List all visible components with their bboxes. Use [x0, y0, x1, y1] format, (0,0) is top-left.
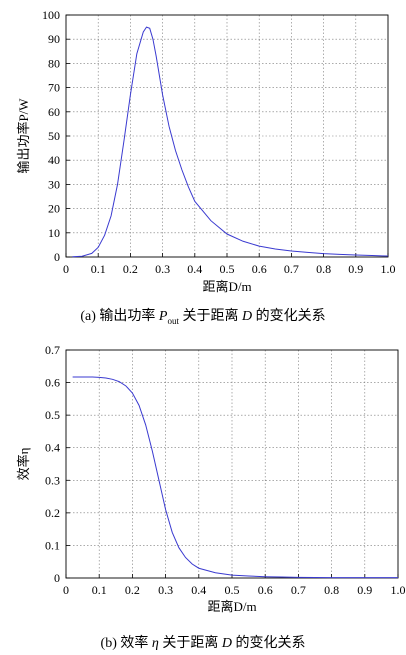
chart-b-xtick-label: 0.2 [125, 583, 140, 597]
chart-b-xtick-label: 0.5 [225, 583, 240, 597]
chart-a-xtick-label: 1.0 [381, 262, 396, 276]
chart-a-xtick-label: 0.5 [220, 262, 235, 276]
chart-a-xtick-label: 0.6 [252, 262, 267, 276]
power-vs-distance-chart: 0 0.1 0.2 0.3 0.4 0.5 0.6 0.7 0.8 0.9 1.0 0 10 20 30 40… [16, 8, 396, 294]
chart-a-series-line [72, 26, 389, 258]
chart-a-ytick-label: 40 [48, 153, 60, 167]
chart-a-xtick-label: 0.3 [155, 262, 170, 276]
chart-a-ytick-label: 10 [48, 226, 60, 240]
chart-b-xtick-label: 0.8 [324, 583, 339, 597]
chart-b-ytick-label: 0.5 [45, 408, 60, 422]
chart-b-ytick-label: 0 [54, 571, 60, 585]
chart-a-xtick-label: 0.7 [284, 262, 299, 276]
chart-a-xlabel: 距离D/m [202, 279, 251, 294]
chart-b-xtick-label: 0.9 [357, 583, 372, 597]
chart-a-xtick-label: 0.9 [348, 262, 363, 276]
chart-b-ytick-label: 0.2 [45, 506, 60, 520]
chart-a-ytick-label: 60 [48, 105, 60, 119]
chart-a-ytick-label: 80 [48, 56, 60, 70]
chart-b-xtick-label: 0.6 [258, 583, 273, 597]
efficiency-vs-distance-chart: 0 0.1 0.2 0.3 0.4 0.5 0.6 0.7 0.8 0.9 1.0 0 0.1 0.2 0.… [16, 343, 406, 614]
chart-b-ytick-label: 0.7 [45, 343, 60, 357]
chart-a-xtick-label: 0.8 [316, 262, 331, 276]
chart-b-ytick-label: 0.6 [45, 376, 60, 390]
chart-b-xtick-label: 0.7 [291, 583, 306, 597]
chart-b-ytick-label: 0.3 [45, 473, 60, 487]
chart-b-ytick-label: 0.4 [45, 441, 60, 455]
chart-a-ytick-label: 100 [42, 8, 60, 22]
chart-b-caption: (b) 效率 η 关于距离 D 的变化关系 [100, 636, 306, 651]
chart-a-xtick-label: 0.2 [123, 262, 138, 276]
chart-b-xtick-label: 0.1 [92, 583, 107, 597]
chart-a-xtick-label: 0 [63, 262, 69, 276]
chart-b-ylabel: 效率η [16, 447, 31, 480]
chart-a-ytick-label: 0 [54, 250, 60, 264]
chart-a-xtick-label: 0.1 [91, 262, 106, 276]
chart-b-xtick-label: 0.4 [191, 583, 206, 597]
chart-a-ytick-label: 90 [48, 32, 60, 46]
chart-a-ytick-label: 70 [48, 81, 60, 95]
chart-a-ytick-label: 20 [48, 202, 60, 216]
chart-b-xtick-label: 0 [63, 583, 69, 597]
chart-b-xtick-label: 0.3 [158, 583, 173, 597]
chart-b-series-line [72, 376, 398, 579]
chart-a-xtick-label: 0.4 [187, 262, 202, 276]
chart-a-caption: (a) 输出功率 Pout 关于距离 D 的变化关系 [80, 309, 326, 326]
chart-b-xlabel: 距离D/m [207, 599, 256, 614]
chart-b-xtick-label: 1.0 [391, 583, 406, 597]
chart-a-ylabel: 输出功率P/W [16, 98, 31, 174]
chart-a-ytick-label: 50 [48, 129, 60, 143]
chart-b-ytick-label: 0.1 [45, 538, 60, 552]
chart-a-ytick-label: 30 [48, 177, 60, 191]
